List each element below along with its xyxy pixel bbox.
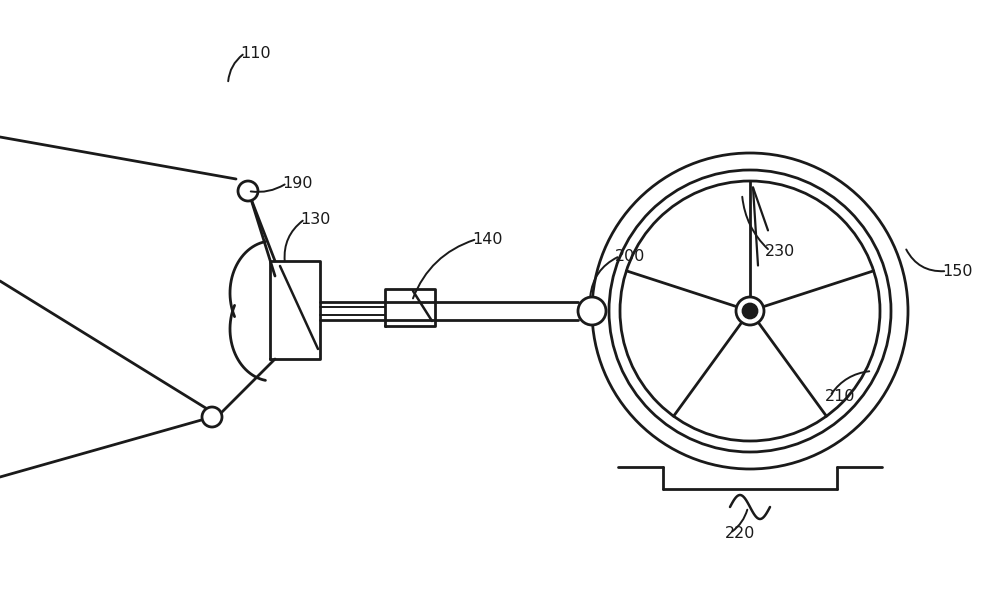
Text: 220: 220 bbox=[725, 526, 755, 541]
Text: 210: 210 bbox=[825, 389, 856, 404]
Text: 140: 140 bbox=[472, 232, 503, 247]
Text: 110: 110 bbox=[240, 46, 271, 61]
Circle shape bbox=[578, 297, 606, 325]
Circle shape bbox=[238, 181, 258, 201]
Circle shape bbox=[743, 304, 757, 318]
Circle shape bbox=[202, 407, 222, 427]
Text: 150: 150 bbox=[942, 264, 972, 279]
Text: 200: 200 bbox=[615, 249, 645, 264]
Text: 190: 190 bbox=[282, 176, 312, 191]
Circle shape bbox=[736, 297, 764, 325]
Text: 130: 130 bbox=[300, 212, 330, 227]
Text: 230: 230 bbox=[765, 244, 795, 259]
